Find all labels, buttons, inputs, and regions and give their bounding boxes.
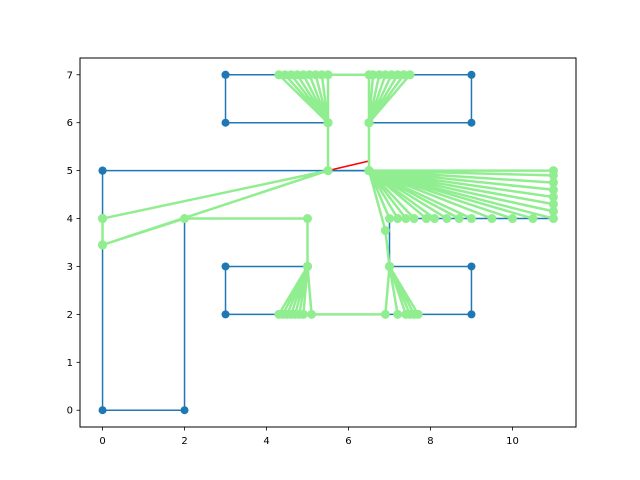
x-axis: 0 2 4 6 8 10 — [99, 427, 519, 447]
path-point — [409, 214, 419, 224]
path-point — [384, 214, 394, 224]
path-point — [305, 70, 315, 80]
path-point — [393, 309, 403, 319]
plot-area — [98, 70, 558, 415]
y-tick-label: 1 — [67, 358, 73, 369]
path-point — [466, 214, 476, 224]
polygon-point — [221, 262, 230, 271]
path-point — [442, 214, 452, 224]
path-point — [298, 70, 308, 80]
path-point — [364, 166, 374, 176]
path-point — [487, 214, 497, 224]
path-point — [323, 118, 333, 128]
path-point — [393, 214, 403, 224]
path-point — [548, 170, 558, 180]
x-tick-label: 2 — [181, 436, 187, 447]
path-point — [405, 309, 415, 319]
path-point — [399, 70, 409, 80]
y-tick-label: 0 — [67, 406, 73, 417]
path-point — [374, 70, 384, 80]
path-point — [384, 261, 394, 271]
path-point — [280, 70, 290, 80]
path-point — [311, 70, 321, 80]
polygon-point — [467, 118, 476, 127]
path-point — [317, 70, 327, 80]
polygon-point — [221, 70, 230, 79]
path-point — [98, 214, 108, 224]
path-series — [98, 70, 558, 319]
path-point — [548, 178, 558, 188]
path-point — [286, 70, 296, 80]
y-tick-label: 7 — [67, 70, 73, 81]
path-point — [323, 166, 333, 176]
path-point — [548, 214, 558, 224]
path-point — [421, 214, 431, 224]
path-point — [323, 70, 333, 80]
path-point — [380, 70, 390, 80]
polygon-point — [467, 310, 476, 319]
polygon-point — [221, 118, 230, 127]
y-tick-label: 4 — [67, 214, 73, 225]
path-point — [303, 214, 312, 224]
x-tick-label: 10 — [506, 436, 519, 447]
path-point — [548, 206, 558, 216]
path-point — [413, 309, 423, 319]
path-point — [274, 70, 284, 80]
y-axis: 0 1 2 3 4 5 6 7 — [67, 70, 80, 417]
path-point — [380, 226, 390, 236]
polygon-point — [180, 406, 189, 415]
x-tick-label: 0 — [99, 436, 105, 447]
y-tick-label: 6 — [67, 118, 73, 129]
polygon-point — [98, 166, 107, 175]
segment-series — [327, 160, 370, 172]
path-point — [405, 70, 415, 80]
path-point — [364, 118, 374, 128]
y-tick-label: 5 — [67, 166, 73, 177]
y-tick-label: 3 — [67, 262, 73, 273]
y-tick-label: 2 — [67, 310, 73, 321]
x-tick-label: 8 — [427, 436, 433, 447]
segment-line — [327, 160, 370, 172]
path-point — [387, 70, 397, 80]
path-point — [368, 70, 378, 80]
polygon-point — [467, 70, 476, 79]
path-point — [548, 192, 558, 202]
path-point — [454, 214, 464, 224]
path-point — [507, 214, 517, 224]
polygon-point — [98, 406, 107, 415]
x-tick-label: 6 — [345, 436, 351, 447]
path-point — [303, 261, 312, 271]
polygon-point — [221, 310, 230, 319]
path-point — [380, 309, 390, 319]
path-point — [307, 309, 317, 319]
path-point — [98, 240, 108, 250]
path-point — [180, 214, 190, 224]
polygon-point — [467, 262, 476, 271]
path-point — [548, 185, 558, 195]
path-point — [528, 214, 538, 224]
path-point — [430, 214, 440, 224]
path-point — [298, 309, 308, 319]
path-point — [548, 199, 558, 209]
path-point — [401, 214, 411, 224]
x-tick-label: 4 — [263, 436, 269, 447]
plot-frame — [79, 57, 577, 428]
